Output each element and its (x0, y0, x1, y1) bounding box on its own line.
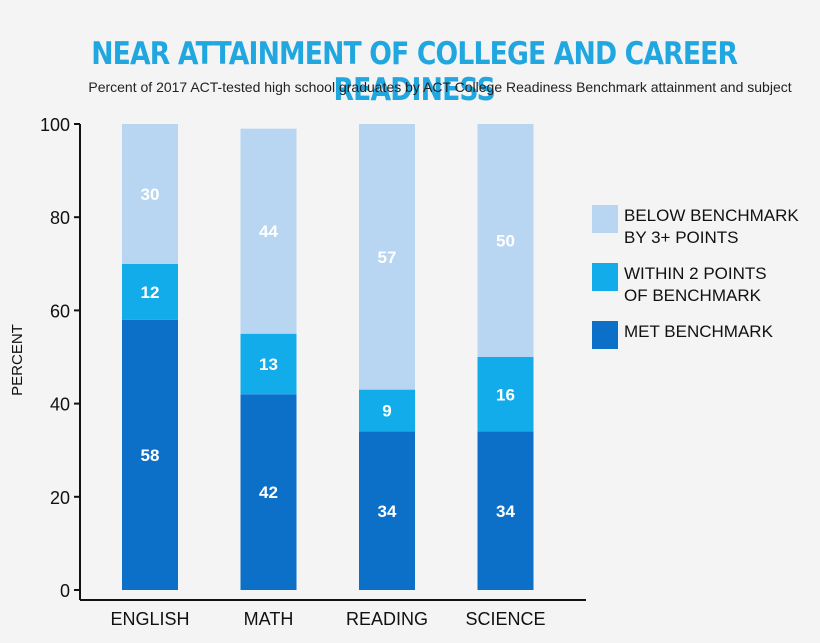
bar-segment-english-0 (122, 319, 178, 590)
bar-segment-reading-2 (359, 124, 415, 390)
x-tick-label: ENGLISH (110, 609, 189, 629)
legend-item-below: BELOW BENCHMARK BY 3+ POINTS (592, 205, 812, 249)
data-label: 12 (141, 283, 160, 302)
data-label: 44 (259, 222, 278, 241)
bar-segment-math-2 (240, 128, 297, 334)
legend-item-within: WITHIN 2 POINTS OF BENCHMARK (592, 263, 812, 307)
bar-segment-science-1 (477, 357, 534, 432)
bar-segment-math-0 (240, 394, 297, 590)
data-label: 13 (259, 355, 278, 374)
y-tick-label: 40 (50, 395, 70, 415)
data-label: 57 (378, 248, 397, 267)
y-axis-label: PERCENT (9, 324, 26, 396)
y-tick-label: 60 (50, 301, 70, 321)
data-label: 58 (141, 446, 160, 465)
bar-segment-english-2 (122, 124, 178, 264)
bar-segment-math-1 (240, 333, 297, 395)
bar-segment-reading-0 (359, 431, 415, 590)
bar-segment-science-2 (477, 124, 534, 357)
x-tick-label: READING (346, 609, 428, 629)
y-tick-label: 0 (60, 581, 70, 601)
legend-label-below: BELOW BENCHMARK BY 3+ POINTS (624, 206, 799, 247)
data-label: 50 (496, 232, 515, 251)
x-tick-label: SCIENCE (465, 609, 545, 629)
y-tick-label: 80 (50, 208, 70, 228)
data-label: 30 (141, 185, 160, 204)
chart-title: NEAR ATTAINMENT OF COLLEGE AND CAREER RE… (91, 36, 738, 108)
y-tick-label: 100 (40, 115, 70, 135)
legend-label-within: WITHIN 2 POINTS OF BENCHMARK (624, 264, 767, 305)
legend-swatch-below (592, 205, 618, 233)
data-label: 16 (496, 385, 515, 404)
legend-label-met: MET BENCHMARK (624, 322, 773, 341)
chart-subtitle: Percent of 2017 ACT-tested high school g… (88, 79, 792, 95)
data-label: 9 (382, 402, 391, 421)
legend-swatch-within (592, 263, 618, 291)
data-label: 42 (259, 483, 278, 502)
data-label: 34 (496, 502, 515, 521)
legend-item-met: MET BENCHMARK (592, 321, 812, 349)
bar-segment-reading-1 (359, 389, 415, 432)
y-tick-label: 20 (50, 488, 70, 508)
bar-segment-english-1 (122, 263, 178, 320)
data-label: 34 (378, 502, 397, 521)
bar-segment-science-0 (477, 431, 534, 590)
x-tick-label: MATH (244, 609, 294, 629)
chart-legend: BELOW BENCHMARK BY 3+ POINTS WITHIN 2 PO… (592, 205, 812, 363)
legend-swatch-met (592, 321, 618, 349)
